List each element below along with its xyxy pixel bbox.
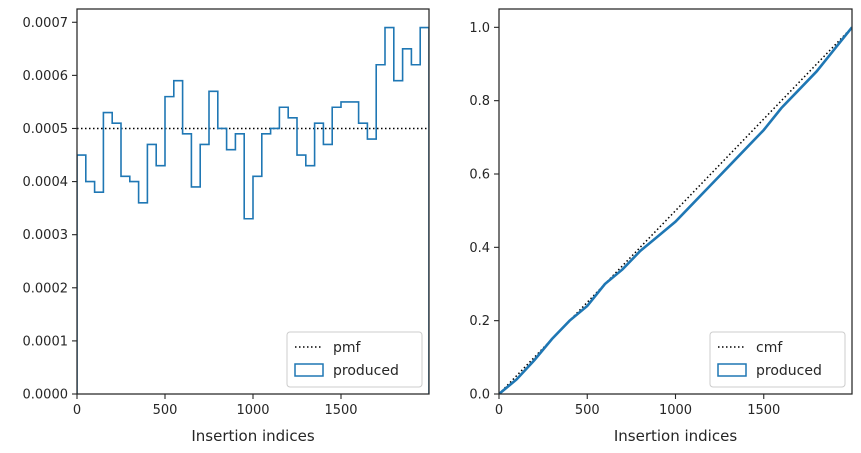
legend-patch-swatch xyxy=(294,363,324,377)
pmf-histogram-panel: 0 500 1000 1500 0.0000 0.0001 0.0002 0.0003 0.00… xyxy=(23,8,430,445)
legend-label: cmf xyxy=(756,340,783,356)
y-tick-label: 0.0000 xyxy=(23,388,69,403)
produced-series xyxy=(77,26,429,394)
x-tick-label: 0 xyxy=(73,403,81,418)
legend-label: produced xyxy=(756,363,822,379)
y-tick-label: 0.2 xyxy=(469,314,490,329)
plot-area xyxy=(77,26,429,394)
legend: cmf produced xyxy=(709,331,846,388)
legend-label: produced xyxy=(333,363,399,379)
cmf-cumulative-panel: 0 500 1000 1500 0.0 0.2 0.4 0.6 0.8 1.0 Insertion … xyxy=(469,8,853,445)
y-tick-label: 0.0006 xyxy=(23,69,69,84)
legend-box xyxy=(286,331,423,388)
x-tick-label: 1500 xyxy=(747,403,780,418)
y-tick-label: 0.6 xyxy=(469,168,490,183)
x-tick-label: 0 xyxy=(495,403,503,418)
y-tick-label: 0.4 xyxy=(469,241,490,256)
x-tick-label: 1000 xyxy=(236,403,269,418)
x-tick-label: 500 xyxy=(153,403,178,418)
x-tick-label: 1000 xyxy=(659,403,692,418)
y-tick-label: 0.8 xyxy=(469,94,490,109)
y-tick-label: 0.0001 xyxy=(23,334,69,349)
y-tick-label: 0.0003 xyxy=(23,228,69,243)
y-tick-label: 0.0 xyxy=(469,388,490,403)
legend: pmf produced xyxy=(286,331,423,388)
produced-series xyxy=(499,26,852,394)
y-tick-label: 0.0002 xyxy=(23,281,69,296)
x-axis-label: Insertion indices xyxy=(614,427,737,445)
legend-box xyxy=(709,331,846,388)
x-tick-label: 1500 xyxy=(324,403,357,418)
legend-patch-swatch xyxy=(717,363,747,377)
plot-area xyxy=(499,26,852,394)
y-tick-label: 0.0004 xyxy=(23,175,69,190)
legend-label: pmf xyxy=(333,340,362,356)
x-tick-label: 500 xyxy=(575,403,600,418)
y-tick-label: 1.0 xyxy=(469,21,490,36)
y-tick-label: 0.0007 xyxy=(23,16,69,31)
x-axis-label: Insertion indices xyxy=(191,427,314,445)
y-tick-label: 0.0005 xyxy=(23,122,69,137)
